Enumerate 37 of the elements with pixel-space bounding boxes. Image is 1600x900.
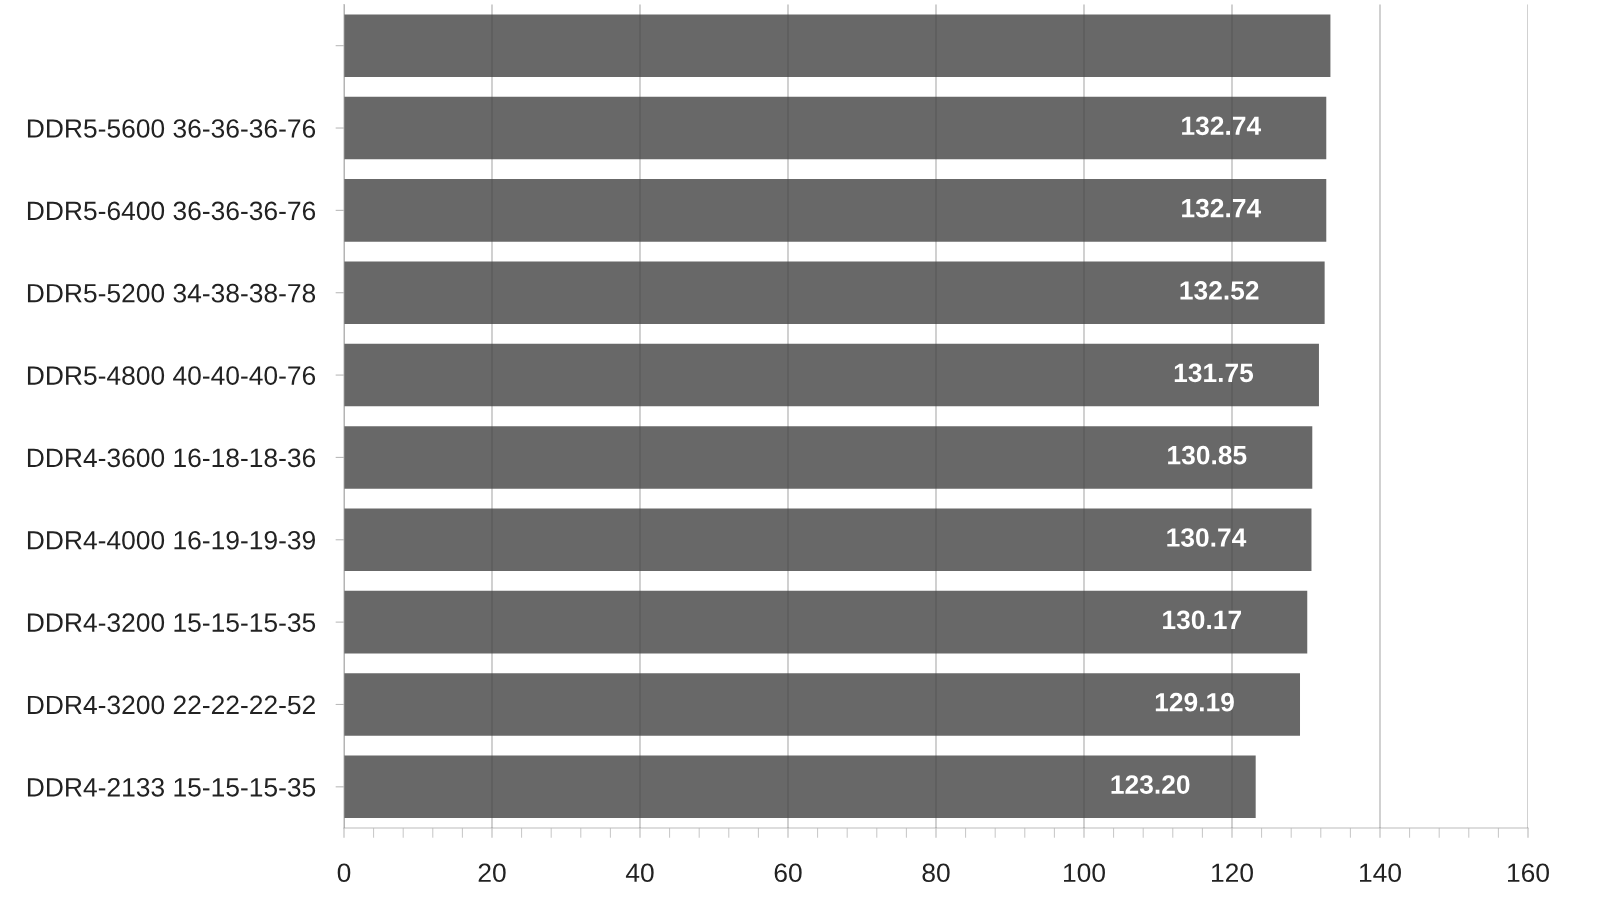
bar — [344, 96, 1327, 160]
x-tick-label: 140 — [1360, 863, 1401, 883]
x-tick-label: 60 — [774, 863, 802, 883]
y-tick-label: DDR4-3200 22-22-22-52 — [27, 695, 315, 715]
bar — [344, 755, 1256, 819]
bar — [344, 343, 1319, 407]
y-tick-label: DDR4-4000 16-19-19-39 — [27, 530, 315, 550]
bar — [344, 673, 1301, 736]
bar — [344, 261, 1325, 325]
bar — [344, 14, 1331, 77]
y-tick-label: DDR5-5600 36-36-36-76 — [27, 119, 316, 138]
x-tick-label: 20 — [478, 863, 506, 883]
y-tick-label: DDR4-3200 15-15-15-35 — [27, 613, 316, 632]
data-label: 130.74 — [1167, 528, 1247, 547]
bar — [344, 590, 1308, 654]
x-tick-label: 160 — [1508, 863, 1549, 883]
data-label: 129.19 — [1155, 692, 1234, 712]
y-tick-label: DDR5-4800 40-40-40-76 — [27, 366, 316, 385]
data-label: 132.74 — [1182, 116, 1262, 136]
data-label: 130.17 — [1163, 610, 1241, 630]
data-label: 131.75 — [1174, 363, 1254, 383]
y-tick-label: DDR4-3600 16-18-18-36 — [27, 448, 316, 468]
data-label: 132.74 — [1182, 198, 1262, 218]
x-tick-label: 0 — [337, 863, 351, 883]
y-tick-label: DDR5-5200 34-38-38-78 — [27, 283, 316, 303]
x-tick-label: 100 — [1064, 863, 1105, 883]
x-tick-label: 80 — [922, 863, 950, 883]
bar — [344, 179, 1327, 242]
data-label: 130.85 — [1168, 445, 1247, 465]
x-tick-label: 40 — [625, 863, 654, 883]
y-tick-label: DDR5-6400 36-36-36-76 — [27, 201, 316, 221]
bar — [344, 508, 1312, 572]
data-label: 123.20 — [1111, 775, 1190, 794]
x-tick-label: 120 — [1212, 863, 1253, 883]
data-label: 132.52 — [1180, 281, 1259, 300]
y-tick-label: DDR4-2133 15-15-15-35 — [27, 777, 316, 797]
bar — [344, 426, 1313, 489]
